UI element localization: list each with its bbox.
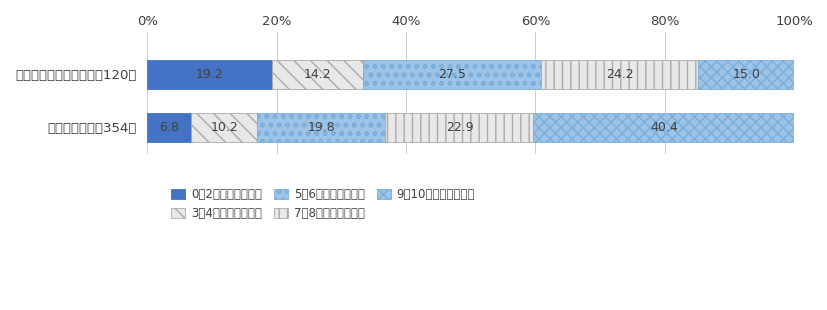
Bar: [257, 113, 385, 142]
Bar: [533, 113, 794, 142]
Legend: 0〜2割程度回復した, 3〜4割程度回復した, 5〜6割程度回復した, 7〜8割程度回復した, 9〜10割程度回復した: 0〜2割程度回復した, 3〜4割程度回復した, 5〜6割程度回復した, 7〜8割…: [166, 184, 479, 225]
Bar: [191, 113, 257, 142]
Text: 27.5: 27.5: [437, 68, 466, 81]
Text: 22.9: 22.9: [445, 121, 473, 134]
Bar: [363, 60, 541, 89]
Text: 15.0: 15.0: [731, 68, 759, 81]
Text: 6.8: 6.8: [160, 121, 179, 134]
Bar: [147, 113, 191, 142]
Bar: [541, 60, 697, 89]
Text: 19.8: 19.8: [307, 121, 335, 134]
Bar: [271, 60, 363, 89]
Bar: [697, 60, 794, 89]
Text: 19.2: 19.2: [195, 68, 223, 81]
Text: 40.4: 40.4: [649, 121, 677, 134]
Text: 14.2: 14.2: [304, 68, 331, 81]
Text: 24.2: 24.2: [605, 68, 633, 81]
Bar: [147, 60, 271, 89]
Text: 10.2: 10.2: [210, 121, 238, 134]
Bar: [385, 113, 533, 142]
